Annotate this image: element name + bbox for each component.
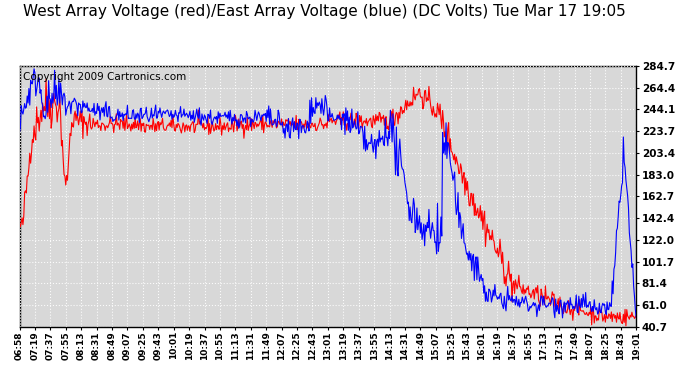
Text: Copyright 2009 Cartronics.com: Copyright 2009 Cartronics.com [23,72,186,82]
Text: West Array Voltage (red)/East Array Voltage (blue) (DC Volts) Tue Mar 17 19:05: West Array Voltage (red)/East Array Volt… [23,4,626,19]
